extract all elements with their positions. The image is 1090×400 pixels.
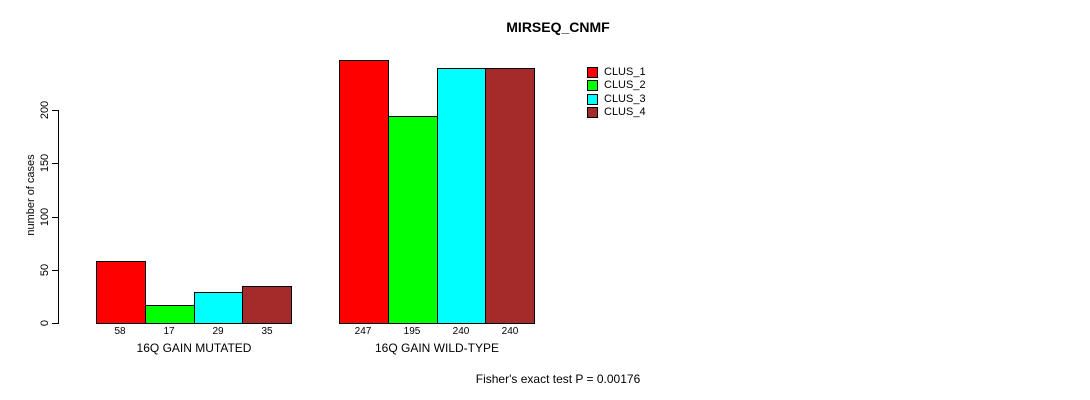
y-axis-tick bbox=[52, 270, 59, 271]
chart-title: MIRSEQ_CNMF bbox=[506, 19, 610, 35]
legend: CLUS_1 CLUS_2 CLUS_3 CLUS_4 bbox=[587, 66, 646, 119]
legend-item: CLUS_3 bbox=[587, 93, 646, 106]
bar-value-label: 58 bbox=[114, 326, 126, 337]
legend-swatch bbox=[587, 107, 598, 119]
y-axis-tick-label: 150 bbox=[39, 153, 51, 173]
y-axis-tick bbox=[52, 163, 59, 164]
y-axis-tick bbox=[52, 217, 59, 218]
bar-clus-4-group1 bbox=[242, 286, 292, 324]
legend-label: CLUS_2 bbox=[604, 79, 646, 92]
y-axis-line bbox=[58, 110, 59, 323]
bar-clus-4-group2 bbox=[485, 68, 535, 324]
bar-clus-3-group1 bbox=[194, 292, 243, 324]
legend-swatch bbox=[587, 93, 598, 105]
bar-value-label: 240 bbox=[452, 326, 470, 337]
y-axis-tick bbox=[52, 323, 59, 324]
legend-label: CLUS_1 bbox=[604, 66, 646, 79]
y-axis-tick-label: 200 bbox=[39, 100, 51, 120]
x-category-label: 16Q GAIN MUTATED bbox=[136, 341, 252, 355]
legend-item: CLUS_1 bbox=[587, 66, 646, 79]
bar-value-label: 240 bbox=[501, 326, 519, 337]
legend-item: CLUS_2 bbox=[587, 79, 646, 92]
bar-clus-1-group2 bbox=[339, 60, 389, 324]
bar-value-label: 195 bbox=[403, 326, 421, 337]
bar-clus-2-group2 bbox=[388, 116, 438, 324]
y-axis-tick bbox=[52, 110, 59, 111]
bar-clus-2-group1 bbox=[145, 305, 195, 324]
y-axis-tick-label: 0 bbox=[39, 319, 51, 327]
bar-clus-1-group1 bbox=[96, 261, 146, 324]
bar-clus-3-group2 bbox=[437, 68, 486, 324]
legend-label: CLUS_3 bbox=[604, 92, 646, 105]
bar-value-label: 247 bbox=[354, 326, 372, 337]
x-category-label: 16Q GAIN WILD-TYPE bbox=[374, 341, 500, 355]
y-axis-label: number of cases bbox=[25, 154, 37, 236]
bar-value-label: 29 bbox=[212, 326, 224, 337]
legend-swatch bbox=[587, 67, 598, 79]
legend-label: CLUS_4 bbox=[604, 106, 646, 119]
bar-value-label: 35 bbox=[261, 326, 273, 337]
bar-value-label: 17 bbox=[163, 326, 175, 337]
y-axis-tick-label: 50 bbox=[39, 263, 51, 277]
y-axis-tick-label: 100 bbox=[39, 207, 51, 227]
legend-swatch bbox=[587, 80, 598, 92]
stat-annotation: Fisher's exact test P = 0.00176 bbox=[475, 372, 641, 386]
legend-item: CLUS_4 bbox=[587, 106, 646, 119]
